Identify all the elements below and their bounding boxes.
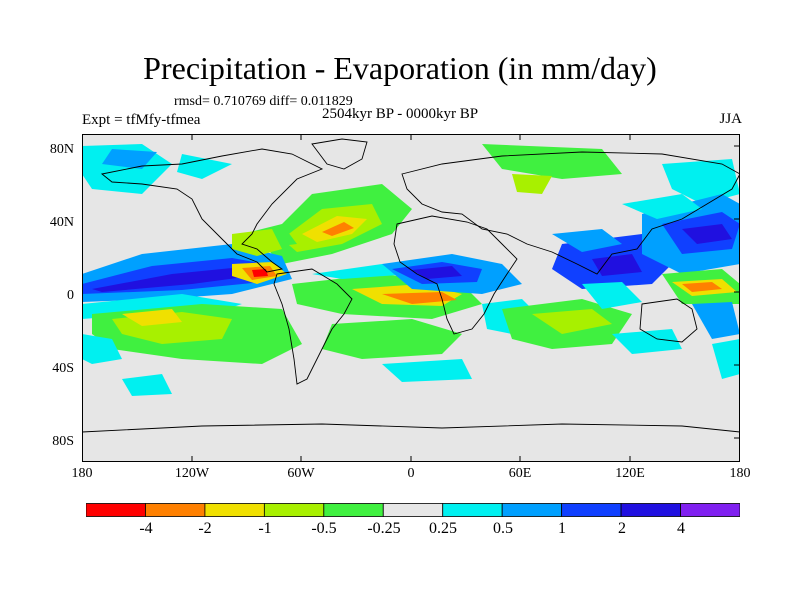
field-patch [122, 374, 172, 396]
lat-label-80n: 80N [49, 142, 74, 157]
field-patch [712, 339, 740, 379]
field-patch [252, 269, 268, 277]
africa-outline [393, 215, 518, 335]
colorbar-box [561, 503, 622, 517]
colorbar-box [501, 503, 563, 517]
field-patch [552, 229, 622, 252]
colorbar-label: -2 [198, 520, 212, 537]
stats-line: rmsd= 0.710769 diff= 0.011829 [174, 94, 353, 109]
colorbar-label: -0.5 [311, 520, 337, 537]
colorbar-box [145, 503, 206, 517]
lat-label-40s: 40S [52, 361, 74, 376]
lon-label-180e: 180 [729, 466, 751, 481]
colorbar-label: -1 [258, 520, 272, 537]
field-patch [382, 292, 457, 304]
plot-title: Precipitation - Evaporation (in mm/day) [143, 50, 657, 86]
field-patch [692, 302, 740, 339]
eurasia-outline [401, 151, 740, 275]
field-patch [322, 319, 462, 359]
field-patch [512, 174, 552, 194]
field-patch [412, 266, 462, 279]
season-label: JJA [719, 111, 742, 127]
colorbar-label: 0.5 [493, 520, 513, 537]
field-patch [662, 159, 740, 204]
field-layer [82, 134, 740, 462]
field-patch [122, 309, 182, 326]
lon-label-0: 0 [407, 466, 415, 481]
lat-label-80s: 80S [52, 434, 74, 449]
lon-label-120w: 120W [174, 466, 210, 481]
lon-label-60w: 60W [287, 466, 315, 481]
colorbar-box [263, 503, 325, 517]
colorbar-label: -4 [139, 520, 153, 537]
coastlines [82, 138, 740, 433]
lon-label-180w: 180 [71, 466, 93, 481]
lat-label-eq: 0 [67, 288, 74, 303]
experiment-label: Expt = tfMfy-tfmea [82, 112, 201, 128]
lon-ticks [191, 134, 631, 462]
field-patch [682, 224, 732, 244]
colorbar-label: -0.25 [367, 520, 401, 537]
field-patch [382, 359, 472, 382]
field-patch [532, 309, 612, 334]
colorbar-label: 4 [677, 520, 685, 537]
lat-ticks [734, 145, 740, 439]
colorbar-box [204, 503, 265, 517]
colorbar-box [382, 503, 444, 517]
colorbar-box [680, 503, 740, 517]
period-label: 2504kyr BP - 0000kyr BP [322, 106, 479, 122]
south-america-outline [273, 268, 353, 385]
field-patch [592, 254, 642, 276]
colorbar-label: 0.25 [429, 520, 457, 537]
field-patch [82, 334, 122, 364]
greenland-outline [311, 138, 368, 170]
colorbar-box [323, 503, 384, 517]
field-patch [482, 144, 622, 179]
colorbar-box [86, 503, 146, 517]
field-patch [322, 222, 354, 236]
field-patch [582, 282, 642, 309]
field-patch [682, 282, 722, 292]
colorbar [86, 503, 740, 517]
lon-label-60e: 60E [508, 466, 532, 481]
field-patch [622, 194, 702, 219]
north-america-outline [100, 148, 324, 273]
colorbar-box [620, 503, 681, 517]
field-patch [102, 149, 157, 169]
pe-anomaly-map [82, 134, 740, 462]
colorbar-label: 1 [558, 520, 566, 537]
antarctica-outline [82, 423, 740, 433]
colorbar-label: 2 [618, 520, 626, 537]
lon-label-120e: 120E [615, 466, 645, 481]
australia-outline [639, 298, 698, 343]
lat-label-40n: 40N [49, 215, 74, 230]
field-patch [612, 329, 682, 354]
field-patch [92, 268, 252, 292]
field-patch [177, 154, 232, 179]
field-patch [232, 229, 282, 256]
colorbar-box [442, 503, 503, 517]
